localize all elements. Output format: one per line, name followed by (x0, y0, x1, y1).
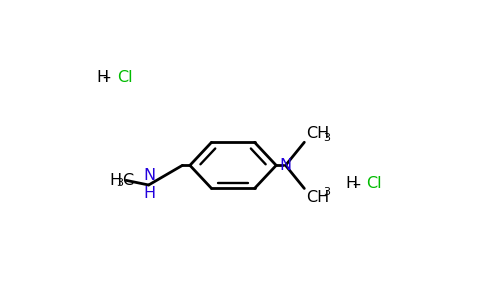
Text: N: N (144, 168, 156, 183)
Text: Cl: Cl (366, 176, 382, 191)
Text: –: – (103, 70, 111, 85)
Text: 3: 3 (323, 187, 330, 197)
Text: H: H (144, 186, 156, 201)
Text: CH: CH (306, 190, 330, 205)
Text: 3: 3 (116, 178, 123, 188)
Text: H: H (109, 173, 121, 188)
Text: 3: 3 (323, 134, 330, 143)
Text: H: H (346, 176, 358, 191)
Text: N: N (279, 158, 292, 173)
Text: C: C (121, 173, 133, 188)
Text: CH: CH (306, 126, 330, 141)
Text: H: H (96, 70, 108, 85)
Text: –: – (352, 176, 360, 191)
Text: Cl: Cl (117, 70, 133, 85)
